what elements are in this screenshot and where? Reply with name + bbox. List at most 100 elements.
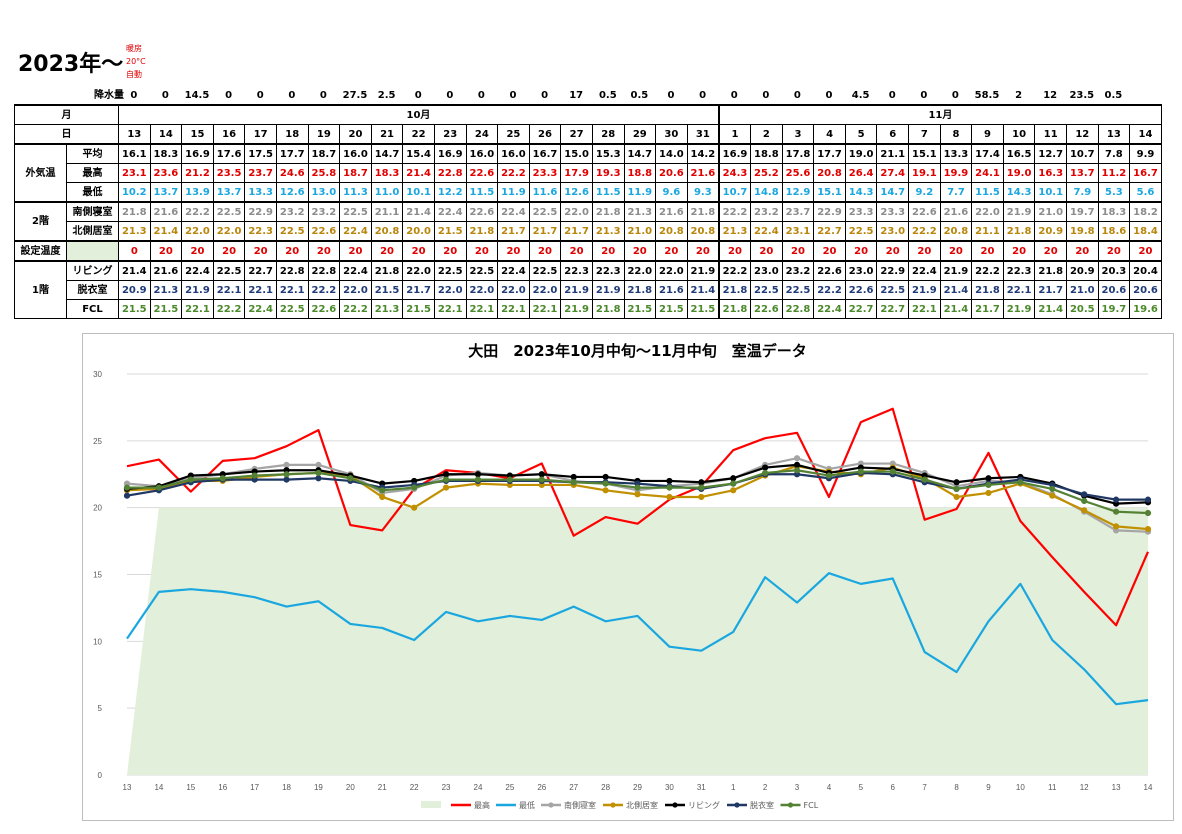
value-cell: 17.9 xyxy=(560,163,593,183)
series-line-1 xyxy=(126,572,1149,706)
value-cell: 16.0 xyxy=(497,143,530,164)
value-cell: 22.4 xyxy=(908,260,941,281)
value-cell: 23.1 xyxy=(118,163,151,183)
data-point xyxy=(1144,496,1152,503)
x-tick-label: 7 xyxy=(922,783,927,792)
value-cell: 7.9 xyxy=(1066,182,1099,203)
value-cell: 10.1 xyxy=(1034,182,1067,203)
data-point xyxy=(698,493,705,501)
value-cell: 21.5 xyxy=(623,299,657,319)
value-cell: 16.9 xyxy=(181,143,214,164)
data-point xyxy=(1049,485,1056,493)
value-cell: 21.9 xyxy=(686,260,720,281)
x-tick-label: 13 xyxy=(123,783,132,792)
data-row: 外気温 平均 16.1 18.3 16.9 17.6 17.5 17.7 18.7 16.0 14.… xyxy=(14,143,1162,203)
data-point xyxy=(474,476,482,483)
value-cell: 20.6 xyxy=(655,163,688,183)
value-cell: 20 xyxy=(971,240,1004,262)
value-cell: 22.5 xyxy=(528,201,562,222)
y-tick-label: 0 xyxy=(98,771,103,780)
day-cell: 4 xyxy=(813,124,846,145)
data-point xyxy=(442,484,450,491)
value-cell: 17.6 xyxy=(212,143,246,164)
value-cell: 16.9 xyxy=(717,143,752,164)
rain-value: 0 xyxy=(288,90,296,101)
value-cell: 22.1 xyxy=(908,299,941,319)
value-cell: 21.8 xyxy=(591,201,625,222)
value-cell: 21.8 xyxy=(591,299,625,319)
value-cell: 14.7 xyxy=(370,143,404,164)
value-cell: 19.7 xyxy=(1066,201,1099,222)
x-tick-label: 31 xyxy=(697,783,706,792)
value-cell: 21.9 xyxy=(560,299,593,319)
value-cell: 21.7 xyxy=(402,280,435,300)
day-cell: 21 xyxy=(370,124,404,145)
value-cell: 18.7 xyxy=(339,163,372,183)
rain-value: 0 xyxy=(730,90,738,101)
value-cell: 21.0 xyxy=(1066,280,1099,300)
value-cell: 23.2 xyxy=(275,201,309,222)
value-cell: 17.7 xyxy=(813,143,846,164)
value-cell: 22.4 xyxy=(497,201,530,222)
legend-marker xyxy=(734,802,740,808)
value-cell: 20 xyxy=(1034,240,1067,262)
value-cell: 22.3 xyxy=(244,221,277,242)
x-tick-label: 20 xyxy=(346,783,355,792)
data-point xyxy=(1049,492,1056,499)
value-cell: 21.0 xyxy=(1034,201,1067,222)
value-cell: 22.2 xyxy=(813,280,846,300)
x-tick-label: 24 xyxy=(474,783,483,792)
value-cell: 21.8 xyxy=(1002,221,1036,242)
data-point xyxy=(1081,507,1088,514)
value-cell: 22.6 xyxy=(908,201,941,222)
value-cell: 21.6 xyxy=(149,201,183,222)
value-cell: 23.2 xyxy=(781,260,815,281)
value-cell: 21.6 xyxy=(655,280,688,300)
x-tick-label: 14 xyxy=(1144,783,1153,792)
y-tick-label: 10 xyxy=(93,637,102,646)
value-cell: 22.4 xyxy=(497,260,530,281)
value-cell: 22.0 xyxy=(339,280,372,300)
value-cell: 21.4 xyxy=(939,280,973,300)
value-cell: 22.4 xyxy=(433,201,467,222)
data-point xyxy=(283,476,290,483)
value-cell: 20.0 xyxy=(402,221,435,242)
value-cell: 21.6 xyxy=(939,201,973,222)
x-tick-label: 1 xyxy=(731,783,736,792)
value-cell: 20 xyxy=(181,240,214,262)
row-label: 最高 xyxy=(66,163,119,183)
rain-label: 降水量 xyxy=(94,90,124,101)
day-cell: 20 xyxy=(339,124,372,145)
value-cell: 21.4 xyxy=(939,299,973,319)
day-cell: 18 xyxy=(275,124,309,145)
rain-row: 降水量 0 0 14.5 0 0 0 0 27.5 2.5 0 0 0 0 0 17 0.5 0.5 0 0 0 0 0 0 4… xyxy=(14,88,1172,103)
rain-value: 0 xyxy=(541,90,549,101)
value-cell: 13.7 xyxy=(149,182,183,203)
day-cell: 11 xyxy=(1034,124,1067,145)
value-cell: 22.8 xyxy=(307,260,341,281)
value-cell: 20.8 xyxy=(686,221,720,242)
x-tick-label: 8 xyxy=(954,783,959,792)
value-cell: 10.7 xyxy=(717,182,752,203)
value-cell: 20 xyxy=(528,240,562,262)
value-cell: 11.6 xyxy=(528,182,562,203)
value-cell: 24.3 xyxy=(717,163,752,183)
rain-value: 0 xyxy=(130,90,138,101)
value-cell: 20 xyxy=(244,240,277,262)
data-point xyxy=(442,476,450,483)
value-cell: 22.6 xyxy=(307,221,341,242)
value-cell: 15.1 xyxy=(908,143,941,164)
value-cell: 20.6 xyxy=(1097,280,1131,300)
x-tick-label: 2 xyxy=(763,783,768,792)
day-cell: 24 xyxy=(465,124,499,145)
value-cell: 20 xyxy=(149,240,183,262)
data-point xyxy=(793,455,801,462)
value-cell: 17.4 xyxy=(971,143,1004,164)
value-cell: 20 xyxy=(212,240,246,262)
value-cell: 22.2 xyxy=(307,280,341,300)
legend-label: 脱衣室 xyxy=(750,800,774,810)
x-tick-label: 11 xyxy=(1048,783,1057,792)
rain-value: 0.5 xyxy=(1104,90,1123,101)
value-cell: 22.3 xyxy=(560,260,593,281)
value-cell: 11.2 xyxy=(1097,163,1131,183)
